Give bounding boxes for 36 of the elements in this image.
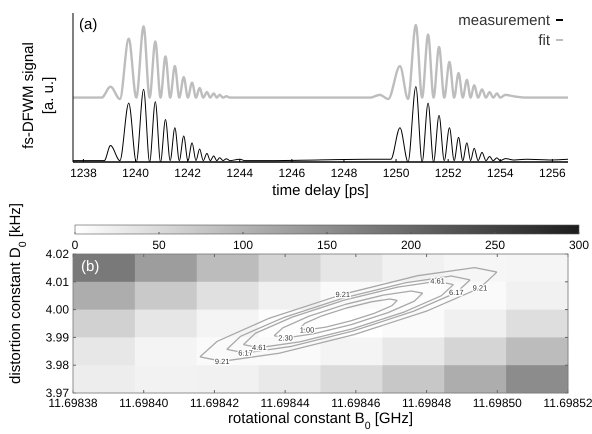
x-tick-label: 1238 [70,166,98,180]
x-axis-title: time delay [ps] [272,182,369,199]
x-tick-label: 11.69840 [119,396,169,410]
color-bar-label: 150 [316,238,338,252]
y-tick-label: 3.98 [46,358,70,372]
x-tick-label: 1250 [382,166,410,180]
x-tick-label: 1254 [486,166,514,180]
x-tick-label: 1242 [174,166,202,180]
x-tick-label: 11.69846 [331,396,381,410]
x-tick-label: 11.69850 [472,396,522,410]
x-axis-title: rotational constant B$_{0}$ [GHz] [228,410,414,432]
y-tick-label: 4.01 [46,274,70,289]
legend-label: measurement [458,12,551,29]
x-tick-label: 11.69852 [543,396,592,410]
color-bar-label: 0 [72,238,79,252]
x-tick-label: 11.69842 [190,396,240,410]
color-bar-label: 200 [400,238,422,252]
x-tick-label: 11.69848 [402,396,452,410]
x-tick-label: 1246 [278,166,306,180]
y-tick-label: 4.00 [46,302,70,317]
x-tick-label: 1256 [539,166,566,180]
x-tick-label: 1240 [122,166,150,180]
x-tick-label: 1252 [434,166,462,180]
x-tick-label: 1248 [330,166,358,180]
color-bar-label: 100 [232,238,254,252]
color-bar-label: 250 [484,238,506,252]
legend-label: fit [538,32,551,49]
annotation: (b) [81,258,100,275]
color-bar-label: 300 [568,238,590,252]
y-tick-label: 3.99 [46,330,70,344]
annotation: (a) [79,16,98,33]
color-bar-label: 50 [152,238,166,252]
x-tick-label: 1244 [226,166,254,180]
y-axis-title: fs-DFWM signal [a. u.] [20,42,57,149]
y-tick-label: 4.02 [46,247,70,261]
x-tick-label: 11.69844 [260,396,310,410]
